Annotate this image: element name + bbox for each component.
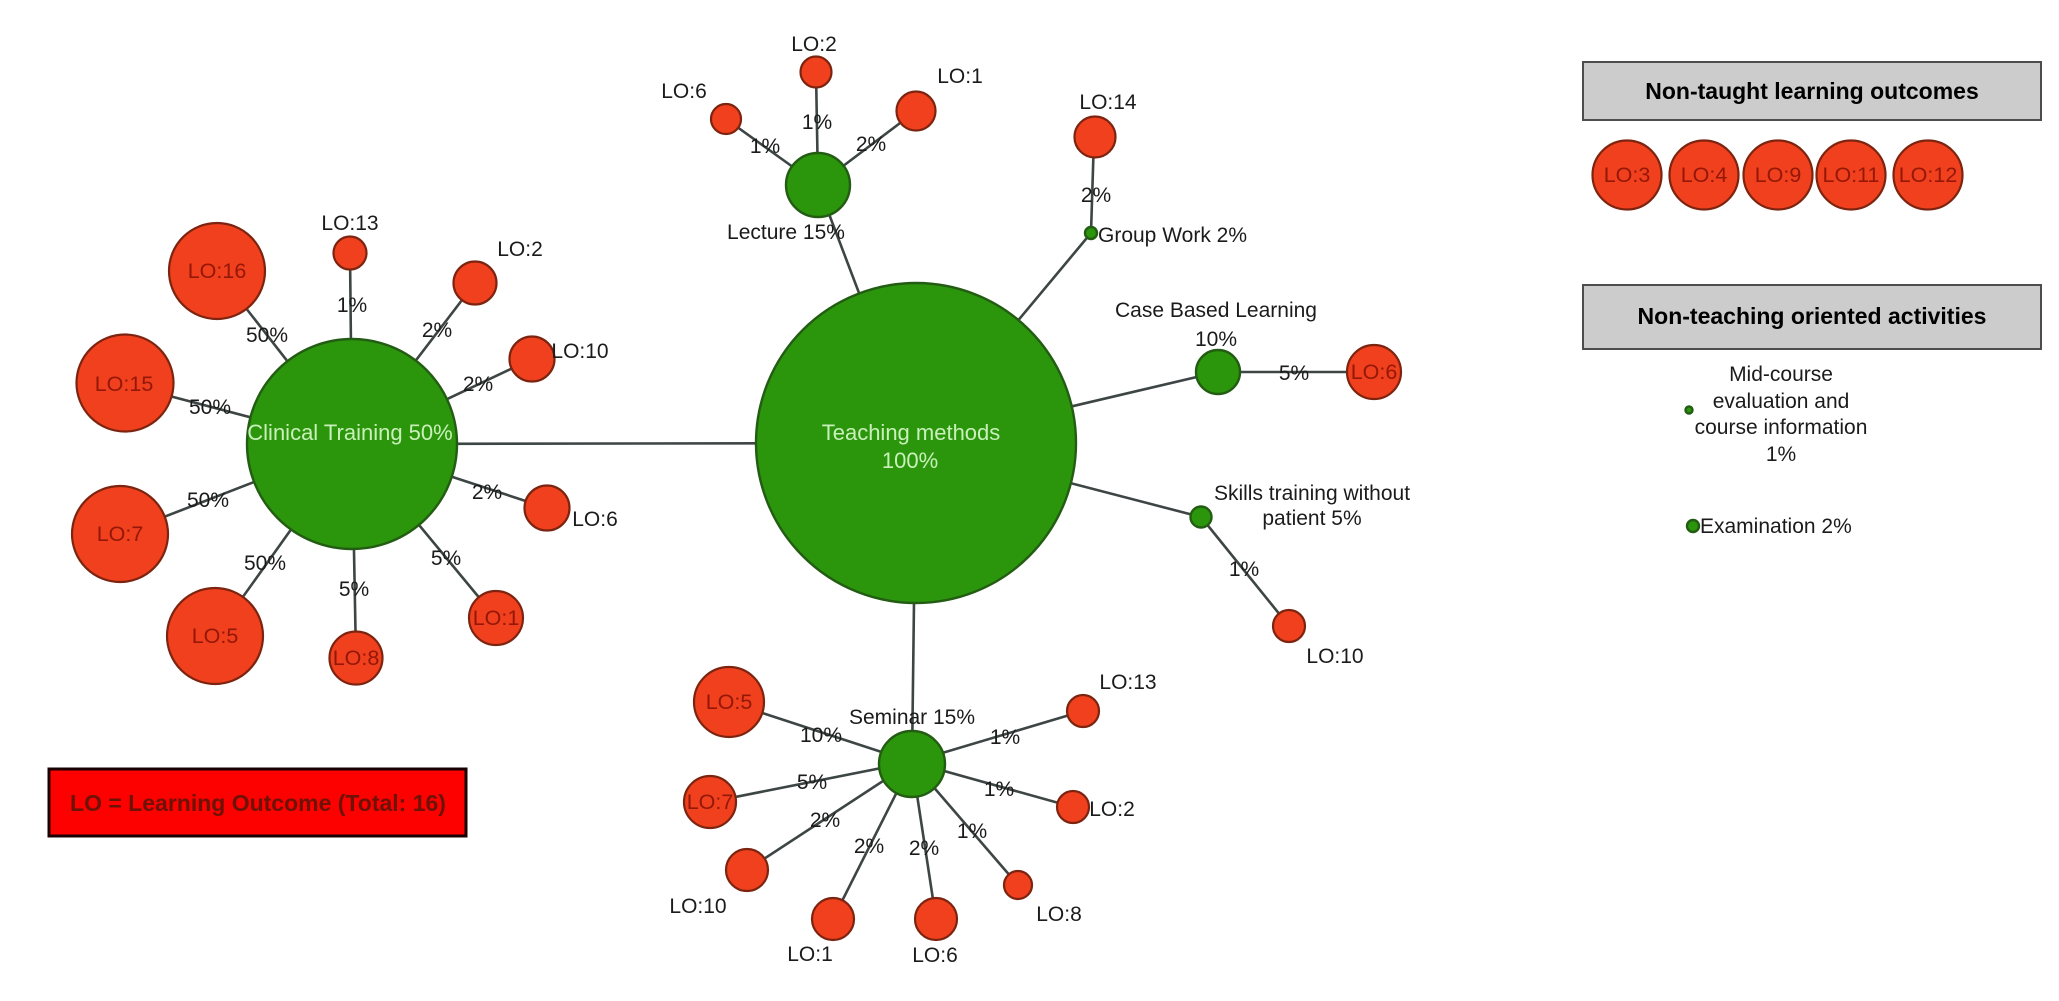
svg-text:1%: 1%: [802, 111, 832, 134]
svg-text:LO:10: LO:10: [1306, 645, 1363, 668]
svg-text:LO = Learning Outcome (Total:: LO = Learning Outcome (Total: 16): [70, 790, 446, 816]
svg-text:2%: 2%: [422, 319, 452, 342]
svg-text:Teaching methods: Teaching methods: [822, 420, 1001, 445]
svg-text:LO:4: LO:4: [1681, 163, 1728, 187]
svg-text:2%: 2%: [856, 133, 886, 156]
svg-text:LO:10: LO:10: [551, 340, 608, 363]
svg-text:5%: 5%: [797, 771, 827, 794]
svg-text:LO:1: LO:1: [937, 65, 983, 88]
svg-text:LO:2: LO:2: [791, 33, 837, 56]
svg-text:2%: 2%: [909, 837, 939, 860]
svg-text:50%: 50%: [244, 552, 286, 575]
svg-text:Case Based Learning: Case Based Learning: [1115, 299, 1317, 322]
svg-text:LO:9: LO:9: [1755, 163, 1802, 187]
svg-text:LO:14: LO:14: [1079, 91, 1137, 114]
svg-text:Non-taught learning outcomes: Non-taught learning outcomes: [1645, 78, 1979, 104]
svg-text:LO:13: LO:13: [321, 212, 378, 235]
svg-text:LO:2: LO:2: [497, 238, 543, 261]
svg-text:2%: 2%: [472, 481, 502, 504]
svg-text:LO:8: LO:8: [333, 646, 380, 670]
svg-text:2%: 2%: [463, 373, 493, 396]
svg-text:LO:1: LO:1: [473, 606, 520, 630]
svg-text:LO:11: LO:11: [1823, 163, 1880, 187]
svg-text:1%: 1%: [957, 820, 987, 843]
svg-text:10%: 10%: [800, 724, 842, 747]
svg-text:LO:2: LO:2: [1089, 798, 1135, 821]
svg-text:Examination 2%: Examination 2%: [1700, 515, 1852, 538]
svg-text:LO:16: LO:16: [188, 259, 247, 283]
svg-text:course information: course information: [1695, 416, 1868, 439]
svg-text:2%: 2%: [854, 835, 884, 858]
svg-text:Seminar 15%: Seminar 15%: [849, 706, 975, 729]
svg-text:patient 5%: patient 5%: [1262, 507, 1361, 530]
svg-text:Clinical Training 50%: Clinical Training 50%: [247, 420, 452, 445]
svg-text:Skills training without: Skills training without: [1214, 482, 1410, 505]
svg-text:1%: 1%: [1766, 443, 1796, 466]
svg-text:LO:13: LO:13: [1099, 671, 1156, 694]
svg-text:Lecture 15%: Lecture 15%: [727, 221, 845, 244]
svg-text:LO:7: LO:7: [687, 790, 734, 814]
svg-text:1%: 1%: [337, 294, 367, 317]
svg-text:LO:5: LO:5: [706, 690, 753, 714]
svg-text:LO:6: LO:6: [1351, 360, 1398, 384]
svg-text:10%: 10%: [1195, 328, 1237, 351]
svg-text:2%: 2%: [1081, 184, 1111, 207]
svg-text:LO:7: LO:7: [97, 522, 144, 546]
svg-text:evaluation and: evaluation and: [1713, 390, 1850, 413]
svg-text:2%: 2%: [810, 809, 840, 832]
svg-text:100%: 100%: [882, 448, 938, 473]
svg-text:50%: 50%: [189, 396, 231, 419]
svg-text:LO:15: LO:15: [95, 372, 154, 396]
svg-text:50%: 50%: [187, 489, 229, 512]
svg-text:1%: 1%: [990, 726, 1020, 749]
svg-text:1%: 1%: [1229, 558, 1259, 581]
svg-text:LO:10: LO:10: [669, 895, 726, 918]
svg-text:LO:6: LO:6: [572, 508, 618, 531]
svg-text:LO:1: LO:1: [787, 943, 833, 966]
svg-text:LO:3: LO:3: [1604, 163, 1651, 187]
svg-text:Mid-course: Mid-course: [1729, 363, 1833, 386]
svg-text:1%: 1%: [984, 778, 1014, 801]
svg-text:5%: 5%: [339, 578, 369, 601]
svg-text:5%: 5%: [431, 547, 461, 570]
svg-text:LO:6: LO:6: [661, 80, 707, 103]
svg-text:Non-teaching oriented activiti: Non-teaching oriented activities: [1638, 303, 1987, 329]
svg-text:50%: 50%: [246, 324, 288, 347]
svg-text:LO:5: LO:5: [192, 624, 239, 648]
svg-text:LO:8: LO:8: [1036, 903, 1082, 926]
svg-text:LO:12: LO:12: [1899, 163, 1958, 187]
svg-text:1%: 1%: [750, 135, 780, 158]
svg-text:Group Work 2%: Group Work 2%: [1098, 224, 1247, 247]
svg-text:LO:6: LO:6: [912, 944, 958, 967]
svg-text:5%: 5%: [1279, 362, 1309, 385]
